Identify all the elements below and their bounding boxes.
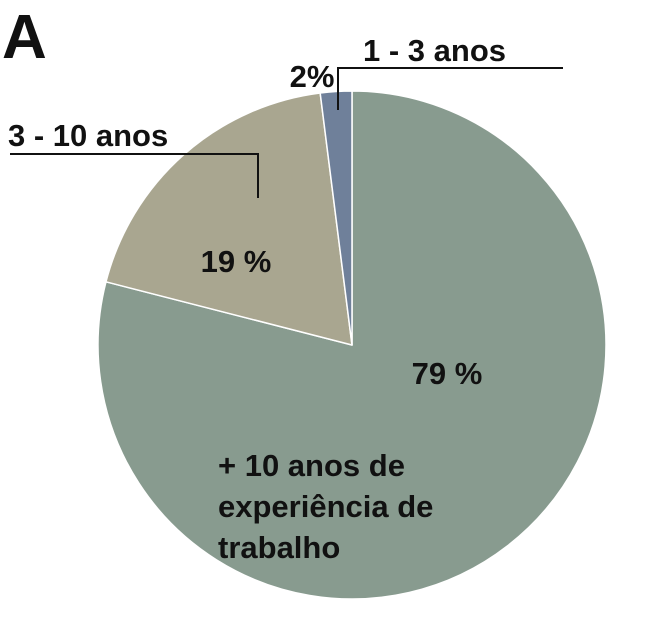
pie-slice-short-experience [319,90,353,346]
leader-line-short-experience [337,67,563,110]
category-label-line: 3 - 10 anos [8,118,168,153]
category-label-line: 1 - 3 anos [363,33,506,68]
panel-label: A [2,3,47,72]
slice-labels: 79 % + 10 anos de experiência de trabalho 19… [8,33,506,565]
value-label-short-experience: 2% [290,59,335,94]
category-label-long-experience: + 10 anos de experiência de trabalho [218,448,433,565]
category-label-mid-experience: 3 - 10 anos [8,118,168,153]
category-label-short-experience: 1 - 3 anos [363,33,506,68]
leader-lines [10,67,563,198]
value-label-mid-experience: 19 % [201,244,272,279]
leader-line-mid-experience [10,153,259,198]
category-label-line: experiência de [218,489,433,524]
value-label-long-experience: 79 % [412,356,483,391]
category-label-line: + 10 anos de [218,448,405,483]
pie-slices [97,90,607,600]
category-label-line: trabalho [218,530,340,565]
